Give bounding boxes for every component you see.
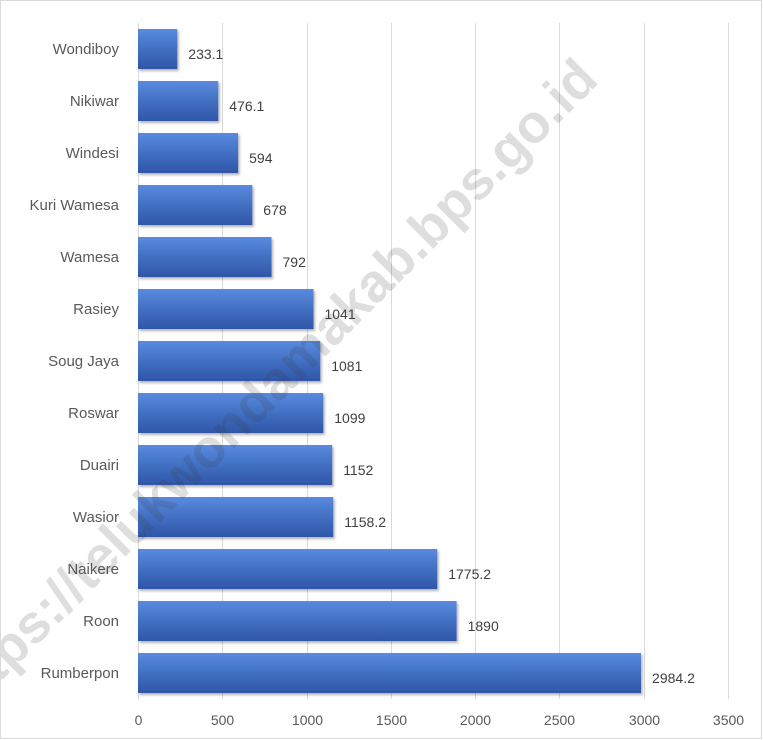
- data-label: 678: [263, 202, 287, 218]
- bar: [138, 341, 321, 381]
- x-tick-label: 3000: [629, 712, 660, 728]
- category-label: Nikiwar: [70, 93, 119, 110]
- category-label: Wondiboy: [53, 41, 120, 58]
- x-tick-label: 3500: [713, 712, 744, 728]
- bar: [138, 601, 457, 641]
- bar: [138, 289, 314, 329]
- category-label: Duairi: [80, 457, 119, 474]
- data-label: 1041: [324, 306, 355, 322]
- x-tick-label: 500: [211, 712, 235, 728]
- bars: [138, 29, 642, 693]
- bar: [138, 497, 334, 537]
- bar: [138, 81, 219, 121]
- data-label: 1775.2: [448, 566, 491, 582]
- category-label: Rumberpon: [41, 665, 119, 682]
- category-label: Naikere: [67, 561, 119, 578]
- bar: [138, 133, 239, 173]
- x-tick-label: 0: [135, 712, 143, 728]
- bar: [138, 393, 324, 433]
- labels: 0 500 1000 1500 2000 2500 3000 3500 Wondiboy 233.…: [30, 41, 745, 728]
- data-label: 476.1: [229, 98, 264, 114]
- category-label: Roon: [83, 613, 119, 630]
- bar: [138, 549, 438, 589]
- data-label: 1890: [468, 618, 499, 634]
- category-label: Windesi: [66, 145, 119, 162]
- x-tick-label: 1500: [376, 712, 407, 728]
- x-tick-label: 1000: [292, 712, 323, 728]
- data-label: 1099: [334, 410, 365, 426]
- bar: [138, 653, 642, 693]
- category-label: Wamesa: [60, 249, 119, 266]
- category-label: Roswar: [68, 405, 119, 422]
- bar: [138, 237, 272, 277]
- data-label: 1158.2: [344, 514, 386, 530]
- data-label: 594: [249, 150, 273, 166]
- data-label: 792: [283, 254, 307, 270]
- x-tick-label: 2500: [544, 712, 575, 728]
- category-label: Rasiey: [73, 301, 119, 318]
- data-label: 233.1: [188, 46, 223, 62]
- x-tick-label: 2000: [460, 712, 491, 728]
- data-label: 1152: [343, 462, 373, 478]
- bar: [138, 29, 178, 69]
- category-label: Kuri Wamesa: [30, 197, 120, 214]
- bar: [138, 185, 253, 225]
- category-label: Soug Jaya: [48, 353, 120, 370]
- bar: [138, 445, 333, 485]
- data-label: 1081: [331, 358, 362, 374]
- data-label: 2984.2: [652, 670, 695, 686]
- category-label: Wasior: [73, 509, 119, 526]
